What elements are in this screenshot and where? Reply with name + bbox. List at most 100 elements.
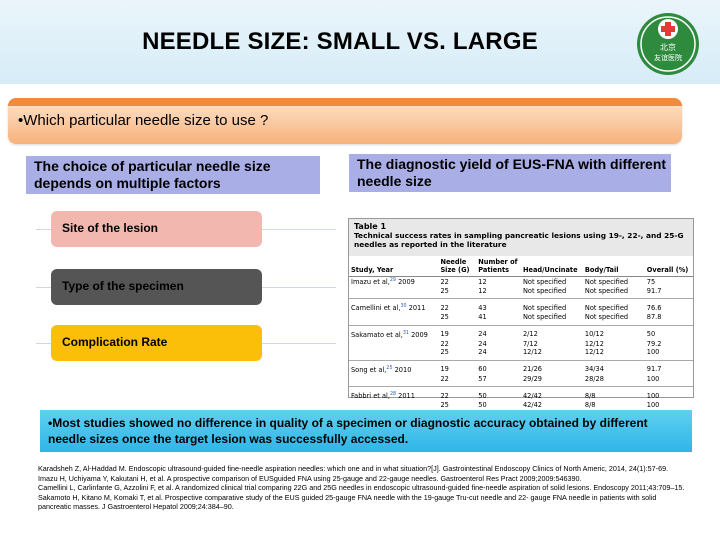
factors-heading: The choice of particular needle size dep… — [26, 156, 320, 194]
table-row: Camellini et al,30 2011 22 43 Not specified… — [349, 299, 693, 313]
cell-needle: 19 — [440, 365, 449, 374]
cell-head: Not specified — [520, 313, 583, 326]
cell-head: Not specified — [522, 277, 567, 286]
cell-patients: 12 — [478, 277, 487, 286]
cell-body: 8/8 — [584, 391, 596, 400]
table-caption: Table 1 Technical success rates in sampl… — [349, 219, 693, 256]
reference-item: Camellini L, Carlinfante G, Azzolini F, … — [38, 483, 685, 493]
question-text: •Which particular needle size to use ? — [18, 112, 269, 129]
cell-overall: 76.6 — [646, 303, 662, 312]
cell-head: 21/26 — [522, 365, 542, 374]
cell-patients: 24 — [478, 330, 487, 339]
table-row: Imazu et al,29 2009 22 12 Not specified Not … — [349, 277, 693, 287]
logo-text-2: 友谊医院 — [654, 53, 682, 62]
table-row: 25 50 42/42 8/8 100 — [349, 401, 693, 410]
cell-needle: 25 — [438, 348, 477, 361]
table-row: Fabbri et al,28 2011 22 50 42/42 8/8 100 — [349, 387, 693, 401]
cell-overall: 91.7 — [646, 365, 662, 374]
factor-complication-rate: Complication Rate — [51, 325, 262, 361]
table-row: 25 41 Not specified Not specified 87.8 — [349, 313, 693, 326]
cell-overall: 79.2 — [646, 339, 662, 348]
cell-needle: 22 — [440, 277, 449, 286]
table-row: Song et al,25 2010 19 60 21/26 34/34 91.7 — [349, 360, 693, 374]
col-head-uncinate: Head/Uncinate — [520, 256, 583, 277]
cell-head: Not specified — [522, 303, 567, 312]
cell-needle: 22 — [440, 339, 449, 348]
cell-needle: 22 — [440, 303, 449, 312]
cell-study — [349, 348, 439, 361]
table-row: 22 24 7/12 12/12 79.2 — [349, 340, 693, 349]
cell-body: Not specified — [584, 277, 629, 286]
cell-body: Not specified — [582, 313, 645, 326]
cell-needle: 22 — [438, 374, 477, 388]
cell-head: 12/12 — [520, 348, 583, 361]
factor-site-of-lesion: Site of the lesion — [51, 211, 262, 247]
slide-title: NEEDLE SIZE: SMALL VS. LARGE — [142, 28, 538, 55]
cell-study — [349, 374, 439, 388]
cell-study: Sakamato et al,31 2009 — [351, 330, 428, 339]
cell-body: 28/28 — [582, 374, 645, 388]
col-patients: Number of Patients — [476, 256, 521, 277]
cell-head: 42/42 — [522, 400, 542, 409]
cell-patients: 60 — [478, 365, 487, 374]
table-row: 22 57 29/29 28/28 100 — [349, 374, 693, 388]
reference-item: Sakamoto H, Kitano M, Komaki T, et al. P… — [38, 492, 657, 512]
cell-head: 7/12 — [522, 339, 538, 348]
cell-body: 12/12 — [582, 348, 645, 361]
cell-body: 10/12 — [584, 330, 604, 339]
table-row: Sakamato et al,31 2009 19 24 2/12 10/12 50 — [349, 325, 693, 339]
cell-overall: 100 — [644, 348, 693, 361]
table-number: Table 1 — [354, 222, 387, 231]
cell-body: 12/12 — [584, 339, 604, 348]
cell-overall: 75 — [646, 277, 656, 286]
cell-patients: 41 — [476, 313, 521, 326]
table-row: 25 24 12/12 12/12 100 — [349, 348, 693, 361]
cell-study: Song et al,25 2010 — [351, 365, 412, 374]
cell-patients: 50 — [478, 400, 487, 409]
cell-body: Not specified — [582, 286, 645, 300]
data-table: Study, Year Needle Size (G) Number of Pa… — [349, 256, 693, 409]
cell-study: Camellini et al,30 2011 — [351, 304, 426, 313]
cell-study — [349, 313, 439, 326]
question-bar-accent — [8, 98, 682, 106]
cell-body: 8/8 — [584, 400, 596, 409]
cell-head: Not specified — [520, 286, 583, 300]
cell-patients: 43 — [478, 303, 487, 312]
col-needle-size: Needle Size (G) — [438, 256, 477, 277]
table-description: Technical success rates in sampling panc… — [354, 231, 684, 249]
col-overall: Overall (%) — [644, 256, 693, 277]
cell-head: 29/29 — [520, 374, 583, 388]
cell-patients: 12 — [476, 286, 521, 300]
cell-head: 2/12 — [522, 330, 538, 339]
cell-overall: 50 — [646, 330, 656, 339]
summary-bar: •Most studies showed no difference in qu… — [40, 410, 692, 452]
cell-overall: 100 — [646, 391, 660, 400]
reference-item: Imazu H, Uchiyama Y, Kakutani H, et al. … — [38, 473, 582, 483]
header-band — [0, 0, 720, 84]
cell-study: Imazu et al,29 2009 — [351, 278, 415, 287]
cell-overall: 100 — [646, 400, 660, 409]
cell-needle: 25 — [438, 313, 477, 326]
cell-body: 34/34 — [584, 365, 604, 374]
col-study: Study, Year — [349, 256, 439, 277]
factor-type-of-specimen: Type of the specimen — [51, 269, 262, 305]
cell-study — [349, 401, 438, 410]
cell-needle: 25 — [440, 400, 449, 409]
yield-heading: The diagnostic yield of EUS-FNA with dif… — [349, 154, 671, 192]
cell-body: Not specified — [584, 303, 629, 312]
cell-study — [349, 340, 438, 349]
cell-needle: 25 — [438, 286, 477, 300]
col-body-tail: Body/Tail — [582, 256, 645, 277]
hospital-logo-icon: 北京 友谊医院 — [637, 13, 699, 75]
table-header-row: Study, Year Needle Size (G) Number of Pa… — [349, 256, 693, 277]
cell-study: Fabbri et al,28 2011 — [351, 392, 415, 401]
cell-overall: 87.8 — [644, 313, 693, 326]
cell-patients: 50 — [478, 391, 487, 400]
cell-needle: 19 — [440, 330, 449, 339]
cell-needle: 22 — [440, 391, 449, 400]
table-row: 25 12 Not specified Not specified 91.7 — [349, 286, 693, 300]
reference-item: Karadsheh Z, Al-Haddad M. Endoscopic ult… — [38, 464, 669, 473]
cell-patients: 57 — [476, 374, 521, 388]
logo-text-1: 北京 — [660, 42, 676, 52]
